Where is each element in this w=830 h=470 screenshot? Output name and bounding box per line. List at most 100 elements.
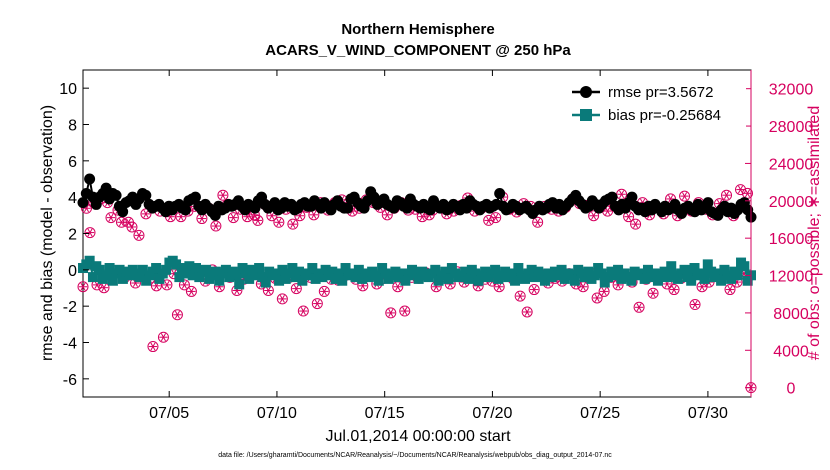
obs-assimilated-stroke	[321, 287, 327, 296]
obs-possible-marker	[147, 341, 159, 353]
bias-point	[357, 273, 368, 284]
bias-point	[337, 275, 348, 286]
y-tick-label: 8	[68, 118, 77, 135]
obs-assimilated-stroke	[605, 207, 611, 215]
obs-possible-marker	[252, 214, 264, 226]
obs-assimilated-stroke	[601, 287, 607, 296]
bias-point	[539, 275, 550, 286]
bias-point	[240, 268, 251, 279]
bias-point	[327, 266, 338, 277]
legend-bias-label: bias pr=-0.25684	[608, 107, 721, 124]
obs-point	[157, 331, 169, 343]
obs-point	[679, 190, 691, 202]
obs-assimilated-stroke	[580, 282, 586, 291]
obs-assimilated-stroke	[108, 213, 114, 222]
obs-point	[630, 218, 642, 230]
obs-assimilated-stroke	[388, 309, 394, 317]
y-axis-label-right: # of obs: o=possible; ∗=assimilated	[806, 106, 823, 360]
bias-point	[290, 272, 301, 283]
obs-possible-marker	[532, 216, 544, 228]
chart-title: Northern Hemisphere	[341, 21, 494, 38]
obs-possible-marker	[318, 285, 330, 297]
obs-assimilated-stroke	[160, 333, 166, 342]
obs-assimilated-stroke	[269, 211, 275, 220]
bias-point	[333, 268, 344, 279]
bias-point	[696, 268, 707, 279]
bias-point	[194, 272, 205, 283]
obs-possible-marker	[588, 210, 600, 222]
rmse-point	[180, 204, 192, 216]
obs-point	[147, 341, 159, 353]
bias-point	[101, 270, 112, 281]
bias-point	[141, 275, 152, 286]
y-tick-label-right: 16000	[769, 231, 814, 248]
obs-point	[84, 227, 96, 239]
x-tick-label: 07/25	[580, 405, 620, 422]
obs-assimilated-stroke	[531, 285, 537, 294]
obs-assimilated-stroke	[496, 282, 502, 291]
obs-assimilated-stroke	[199, 214, 205, 223]
bias-point	[593, 263, 604, 274]
obs-assimilated-stroke	[297, 211, 303, 220]
bias-point	[433, 275, 444, 286]
legend: rmse pr=3.5672 bias pr=-0.25684	[566, 79, 746, 129]
y-tick-label: -6	[63, 372, 77, 389]
obs-assimilated-stroke	[727, 285, 733, 294]
bias-point	[430, 264, 441, 275]
bias-point	[642, 264, 653, 275]
obs-possible-marker	[591, 292, 603, 304]
bias-point	[613, 264, 624, 275]
bias-point	[666, 261, 677, 272]
bias-point	[250, 270, 261, 281]
obs-point	[252, 214, 264, 226]
bias-point	[114, 264, 125, 275]
obs-possible-marker	[178, 279, 190, 291]
x-tick-label: 07/15	[365, 405, 405, 422]
obs-assimilated-stroke	[524, 308, 530, 316]
obs-assimilated-stroke	[493, 213, 499, 222]
obs-assimilated-stroke	[279, 294, 285, 303]
obs-assimilated-stroke	[230, 213, 236, 222]
x-tick-label: 07/10	[257, 405, 297, 422]
obs-assimilated-stroke	[692, 300, 698, 309]
obs-point	[171, 309, 183, 321]
bias-point	[84, 255, 95, 266]
obs-assimilated-stroke	[129, 223, 135, 231]
obs-assimilated-stroke	[188, 287, 194, 296]
bias-point	[463, 273, 474, 284]
bias-point	[353, 264, 364, 275]
obs-point	[126, 221, 138, 233]
legend-rmse-marker	[580, 86, 592, 98]
obs-assimilated-stroke	[594, 294, 600, 302]
bias-point	[403, 270, 414, 281]
bias-point	[513, 263, 524, 274]
bias-point	[706, 266, 717, 277]
obs-possible-marker	[77, 281, 89, 293]
rmse-point	[140, 189, 152, 201]
bias-point	[742, 275, 753, 286]
obs-assimilated-stroke	[314, 299, 320, 308]
bias-point	[237, 263, 248, 274]
obs-assimilated-stroke	[118, 218, 125, 227]
obs-assimilated-stroke	[384, 210, 390, 219]
bias-point	[270, 268, 281, 279]
obs-point	[290, 283, 302, 295]
data-file-footnote: data file: /Users/gharamti/Documents/NCA…	[218, 452, 612, 459]
obs-possible-marker	[273, 216, 285, 228]
bias-point	[287, 263, 298, 274]
bias-point	[616, 273, 627, 284]
bias-point	[520, 273, 531, 284]
obs-point	[297, 305, 309, 317]
obs-possible-marker	[490, 212, 502, 224]
bias-point	[320, 264, 331, 275]
bias-point	[280, 273, 291, 284]
obs-possible-marker	[633, 301, 645, 313]
obs-assimilated-stroke	[220, 191, 226, 200]
bias-point	[689, 263, 700, 274]
obs-assimilated-stroke	[486, 216, 492, 225]
obs-point	[227, 212, 239, 224]
obs-assimilated-stroke	[671, 285, 677, 294]
bias-point	[649, 268, 660, 279]
legend-rmse-label: rmse pr=3.5672	[608, 84, 713, 101]
bias-point	[716, 275, 727, 286]
